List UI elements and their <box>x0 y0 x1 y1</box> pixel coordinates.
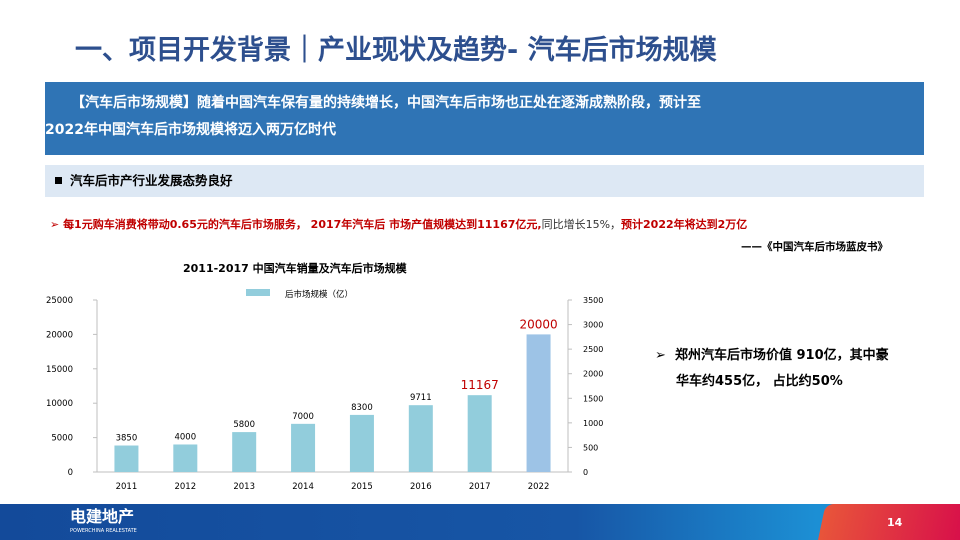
y-tick-label: 10000 <box>46 399 73 409</box>
data-label: 3850 <box>116 434 138 444</box>
company-logo-subtitle: POWERCHINA REALESTATE <box>70 528 137 534</box>
legend-swatch <box>246 289 270 296</box>
legend-label: 后市场规模（亿） <box>285 289 353 300</box>
point-red-2: 预计2022年将达到2万亿 <box>621 218 748 231</box>
chart-title: 2011-2017 中国汽车销量及汽车后市场规模 <box>183 262 407 275</box>
bar-2016 <box>408 405 433 472</box>
data-label: 11167 <box>461 378 499 392</box>
subheader-text: 汽车后市产行业发展态势良好 <box>70 173 233 188</box>
y2-tick-label: 0 <box>583 468 588 477</box>
key-point: ➢ 每1元购车消费将带动0.65元的汽车后市场服务， 2017年汽车后 市场产值… <box>50 218 747 232</box>
y-tick-label: 15000 <box>46 365 73 375</box>
data-label: 8300 <box>351 403 373 413</box>
point-red-1: 每1元购车消费将带动0.65元的汽车后市场服务， 2017年汽车后 市场产值规模… <box>63 218 542 231</box>
y2-tick-label: 2500 <box>583 345 603 354</box>
y2-tick-label: 2000 <box>583 370 603 379</box>
x-tick-label: 2017 <box>469 482 491 492</box>
y-tick-label: 25000 <box>46 296 73 306</box>
page-number: 14 <box>887 516 903 529</box>
y2-tick-label: 1500 <box>583 394 603 403</box>
bar-2011 <box>114 445 139 472</box>
y2-tick-label: 3500 <box>583 296 603 305</box>
data-label: 20000 <box>519 317 557 331</box>
point-black: 同比增长15%， <box>541 218 622 231</box>
y-tick-label: 5000 <box>51 434 73 444</box>
x-tick-label: 2011 <box>116 482 138 492</box>
summary-banner: 【汽车后市场规模】随着中国汽车保有量的持续增长，中国汽车后市场也正处在逐渐成熟阶… <box>45 82 924 155</box>
section-subheader: 汽车后市产行业发展态势良好 <box>45 165 924 197</box>
y2-tick-label: 1000 <box>583 419 603 428</box>
y-tick-label: 20000 <box>46 330 73 340</box>
data-label: 5800 <box>233 420 255 430</box>
banner-line-2: 2022年中国汽车后市场规模将迈入两万亿时代 <box>45 122 336 138</box>
arrow-bullet-icon: ➢ <box>50 218 60 231</box>
y2-tick-label: 500 <box>583 443 598 452</box>
bar-2017 <box>467 395 492 472</box>
data-label: 4000 <box>174 432 196 442</box>
bar-2015 <box>349 414 374 472</box>
data-label: 9711 <box>410 393 432 403</box>
y-tick-label: 0 <box>68 468 73 478</box>
bar-2012 <box>173 444 198 472</box>
data-label: 7000 <box>292 412 314 422</box>
source-citation: ——《中国汽车后市场蓝皮书》 <box>741 241 888 253</box>
page-title: 一、项目开发背景｜产业现状及趋势- 汽车后市场规模 <box>75 35 717 66</box>
x-tick-label: 2016 <box>410 482 432 492</box>
side-line-1: 郑州汽车后市场价值 910亿，其中豪 <box>674 348 889 363</box>
square-bullet-icon <box>55 177 62 184</box>
bar-2013 <box>232 432 257 472</box>
side-note: ➢ 郑州汽车后市场价值 910亿，其中豪 华车约455亿， 占比约50% <box>655 343 889 395</box>
company-logo: 电建地产 <box>70 507 135 526</box>
side-line-2: 华车约455亿， 占比约50% <box>676 374 843 389</box>
x-tick-label: 2012 <box>174 482 196 492</box>
bar-2022 <box>526 334 551 472</box>
arrow-bullet-icon: ➢ <box>655 348 666 363</box>
x-tick-label: 2014 <box>292 482 314 492</box>
y2-tick-label: 3000 <box>583 321 603 330</box>
x-tick-label: 2022 <box>528 482 550 492</box>
x-tick-label: 2015 <box>351 482 373 492</box>
footer-bar <box>0 504 960 540</box>
x-tick-label: 2013 <box>233 482 255 492</box>
bar-2014 <box>291 423 316 472</box>
banner-line-1: 【汽车后市场规模】随着中国汽车保有量的持续增长，中国汽车后市场也正处在逐渐成熟阶… <box>71 95 701 111</box>
